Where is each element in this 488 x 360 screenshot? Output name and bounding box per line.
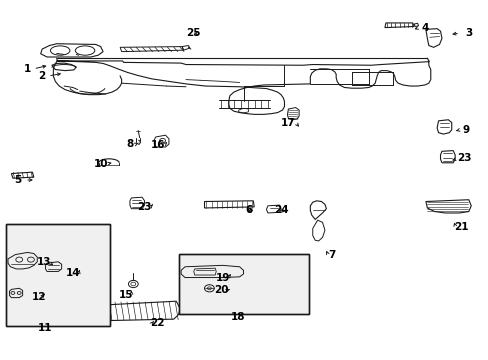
Text: 19: 19 [215, 273, 229, 283]
Text: 5: 5 [14, 175, 21, 185]
Bar [5, 224, 110, 326]
Text: 20: 20 [213, 285, 228, 296]
Text: 11: 11 [38, 323, 53, 333]
Text: 1: 1 [24, 64, 31, 74]
Text: 3: 3 [464, 28, 471, 38]
Text: 2: 2 [39, 71, 46, 81]
Text: 23: 23 [137, 202, 151, 212]
Text: 23: 23 [456, 153, 470, 163]
Bar [5, 224, 110, 326]
Bar [178, 254, 309, 315]
Text: 18: 18 [230, 312, 245, 322]
Bar [178, 254, 309, 315]
Text: 14: 14 [65, 268, 80, 278]
Text: 12: 12 [31, 292, 46, 302]
Text: 17: 17 [281, 118, 295, 128]
Text: 21: 21 [453, 222, 468, 232]
Text: 7: 7 [328, 250, 335, 260]
Text: 16: 16 [151, 140, 165, 150]
Text: 22: 22 [150, 319, 164, 328]
Text: 4: 4 [420, 23, 427, 33]
Text: 15: 15 [119, 290, 134, 300]
Text: 8: 8 [126, 139, 133, 149]
Text: 10: 10 [93, 159, 108, 169]
Text: 24: 24 [273, 206, 288, 216]
Text: 25: 25 [185, 28, 200, 38]
Text: 13: 13 [36, 257, 51, 267]
Text: 9: 9 [462, 125, 469, 135]
Text: 6: 6 [245, 206, 252, 216]
